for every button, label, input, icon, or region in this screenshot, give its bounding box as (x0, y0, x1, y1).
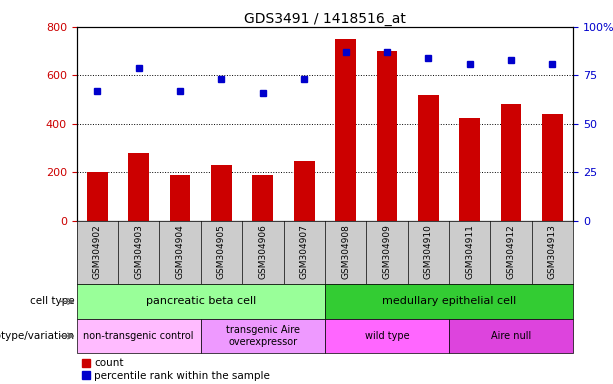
Bar (77, 284, 325, 319)
Text: GSM304908: GSM304908 (341, 224, 350, 279)
Bar (201, 319, 325, 353)
Bar (335, 39, 356, 221)
Text: pancreatic beta cell: pancreatic beta cell (146, 296, 256, 306)
Bar (325, 319, 449, 353)
Text: GSM304910: GSM304910 (424, 224, 433, 279)
Bar (77, 319, 201, 353)
Text: wild type: wild type (365, 331, 409, 341)
Bar (253, 175, 273, 221)
Text: GSM304907: GSM304907 (300, 224, 309, 279)
Text: transgenic Aire
overexpressor: transgenic Aire overexpressor (226, 325, 300, 347)
Text: GSM304906: GSM304906 (258, 224, 267, 279)
Bar (376, 51, 397, 221)
Text: GSM304902: GSM304902 (93, 224, 102, 279)
Text: GSM304911: GSM304911 (465, 224, 474, 279)
Bar (459, 118, 480, 221)
Bar (211, 165, 232, 221)
Text: GSM304913: GSM304913 (548, 224, 557, 279)
Bar (418, 95, 439, 221)
Text: GSM304905: GSM304905 (217, 224, 226, 279)
Bar (542, 114, 563, 221)
Bar (87, 172, 108, 221)
Text: cell type: cell type (29, 296, 74, 306)
Bar (449, 319, 573, 353)
Text: medullary epithelial cell: medullary epithelial cell (382, 296, 516, 306)
Legend: count, percentile rank within the sample: count, percentile rank within the sample (82, 359, 270, 381)
Text: GSM304904: GSM304904 (175, 224, 185, 279)
Text: non-transgenic control: non-transgenic control (83, 331, 194, 341)
Title: GDS3491 / 1418516_at: GDS3491 / 1418516_at (244, 12, 406, 26)
Bar (325, 284, 573, 319)
Bar (294, 161, 314, 221)
Bar (170, 175, 191, 221)
Text: GSM304903: GSM304903 (134, 224, 143, 279)
Text: GSM304909: GSM304909 (383, 224, 392, 279)
Text: genotype/variation: genotype/variation (0, 331, 74, 341)
Text: GSM304912: GSM304912 (506, 224, 516, 279)
Bar (501, 104, 522, 221)
Bar (128, 153, 149, 221)
Text: Aire null: Aire null (491, 331, 531, 341)
